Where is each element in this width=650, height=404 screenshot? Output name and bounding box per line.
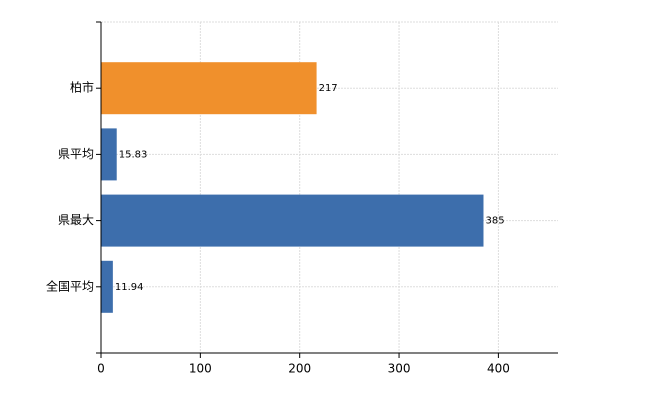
x-tick-label: 400: [487, 362, 510, 376]
data-label: 15.83: [119, 149, 148, 160]
bar: [101, 260, 113, 313]
data-label: 11.94: [115, 282, 144, 293]
y-tick-label: 県最大: [58, 213, 94, 227]
bar: [101, 194, 484, 247]
bar: [101, 128, 117, 181]
x-tick-label: 100: [189, 362, 212, 376]
y-tick-label: 全国平均: [46, 278, 94, 293]
y-tick-label: 柏市: [70, 80, 94, 95]
data-label: 385: [485, 216, 504, 227]
y-tick-label: 県平均: [58, 147, 94, 161]
data-label: 217: [319, 83, 338, 94]
x-tick-label: 300: [388, 362, 411, 376]
bar: [101, 62, 317, 115]
x-tick-label: 0: [97, 362, 105, 376]
x-tick-label: 200: [288, 362, 311, 376]
